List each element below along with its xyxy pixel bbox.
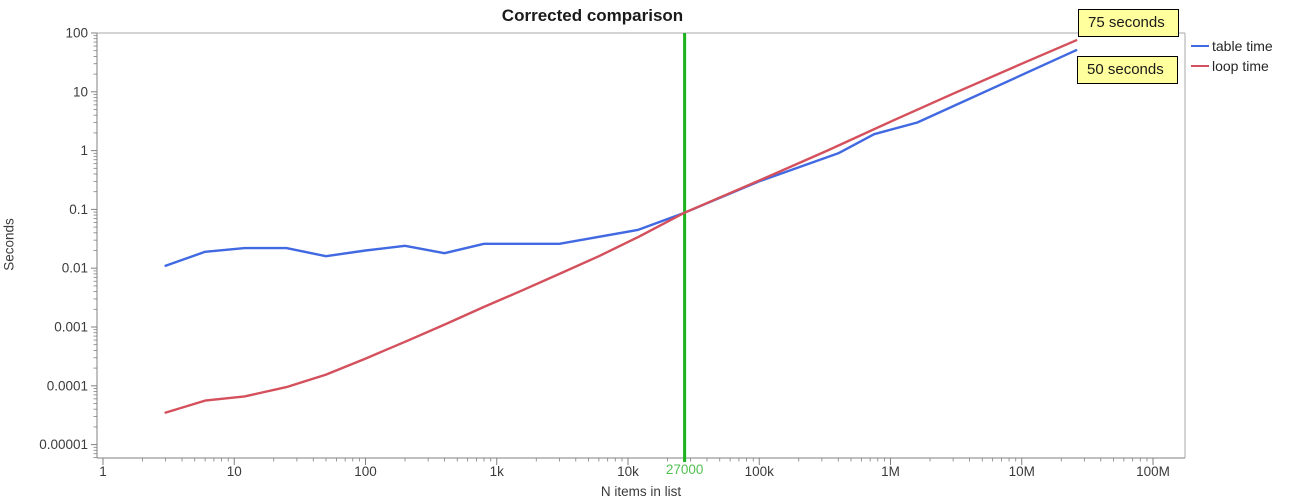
x-tick-label: 100 bbox=[354, 464, 377, 479]
legend-item-table-time[interactable]: table time bbox=[1191, 36, 1273, 56]
x-tick-label: 10k bbox=[617, 464, 639, 479]
y-tick-label: 0.1 bbox=[69, 202, 88, 217]
x-tick-label: 100k bbox=[745, 464, 775, 479]
y-tick-label: 10 bbox=[73, 84, 88, 99]
legend-label-loop-time: loop time bbox=[1212, 58, 1269, 74]
y-tick-label: 0.001 bbox=[54, 320, 88, 335]
x-tick-label: 1k bbox=[490, 464, 505, 479]
x-tick-label: 100M bbox=[1136, 464, 1170, 479]
marker-value-label: 27000 bbox=[665, 462, 704, 477]
x-axis-title: N items in list bbox=[600, 484, 682, 499]
series-line-table-time[interactable] bbox=[164, 49, 1078, 267]
y-tick-label: 0.01 bbox=[62, 261, 88, 276]
legend: table time loop time bbox=[1191, 36, 1273, 76]
y-tick-label: 0.0001 bbox=[47, 378, 88, 393]
y-tick-label: 1 bbox=[80, 143, 88, 158]
series-line-loop-time[interactable] bbox=[164, 39, 1078, 414]
x-tick-label: 1 bbox=[99, 464, 107, 479]
y-tick-label: 100 bbox=[65, 26, 88, 41]
annotation-75-seconds[interactable]: 75 seconds bbox=[1078, 9, 1179, 37]
x-tick-label: 1M bbox=[881, 464, 900, 479]
x-tick-label: 10 bbox=[227, 464, 242, 479]
loop-time-line-swatch bbox=[1191, 64, 1209, 68]
y-tick-label: 0.00001 bbox=[39, 437, 88, 452]
x-tick-label: 10M bbox=[1009, 464, 1035, 479]
chart-title: Corrected comparison bbox=[501, 6, 684, 25]
table-time-line-swatch bbox=[1191, 44, 1209, 48]
annotation-50-seconds[interactable]: 50 seconds bbox=[1077, 56, 1178, 84]
legend-item-loop-time[interactable]: loop time bbox=[1191, 56, 1273, 76]
legend-label-table-time: table time bbox=[1212, 38, 1273, 54]
